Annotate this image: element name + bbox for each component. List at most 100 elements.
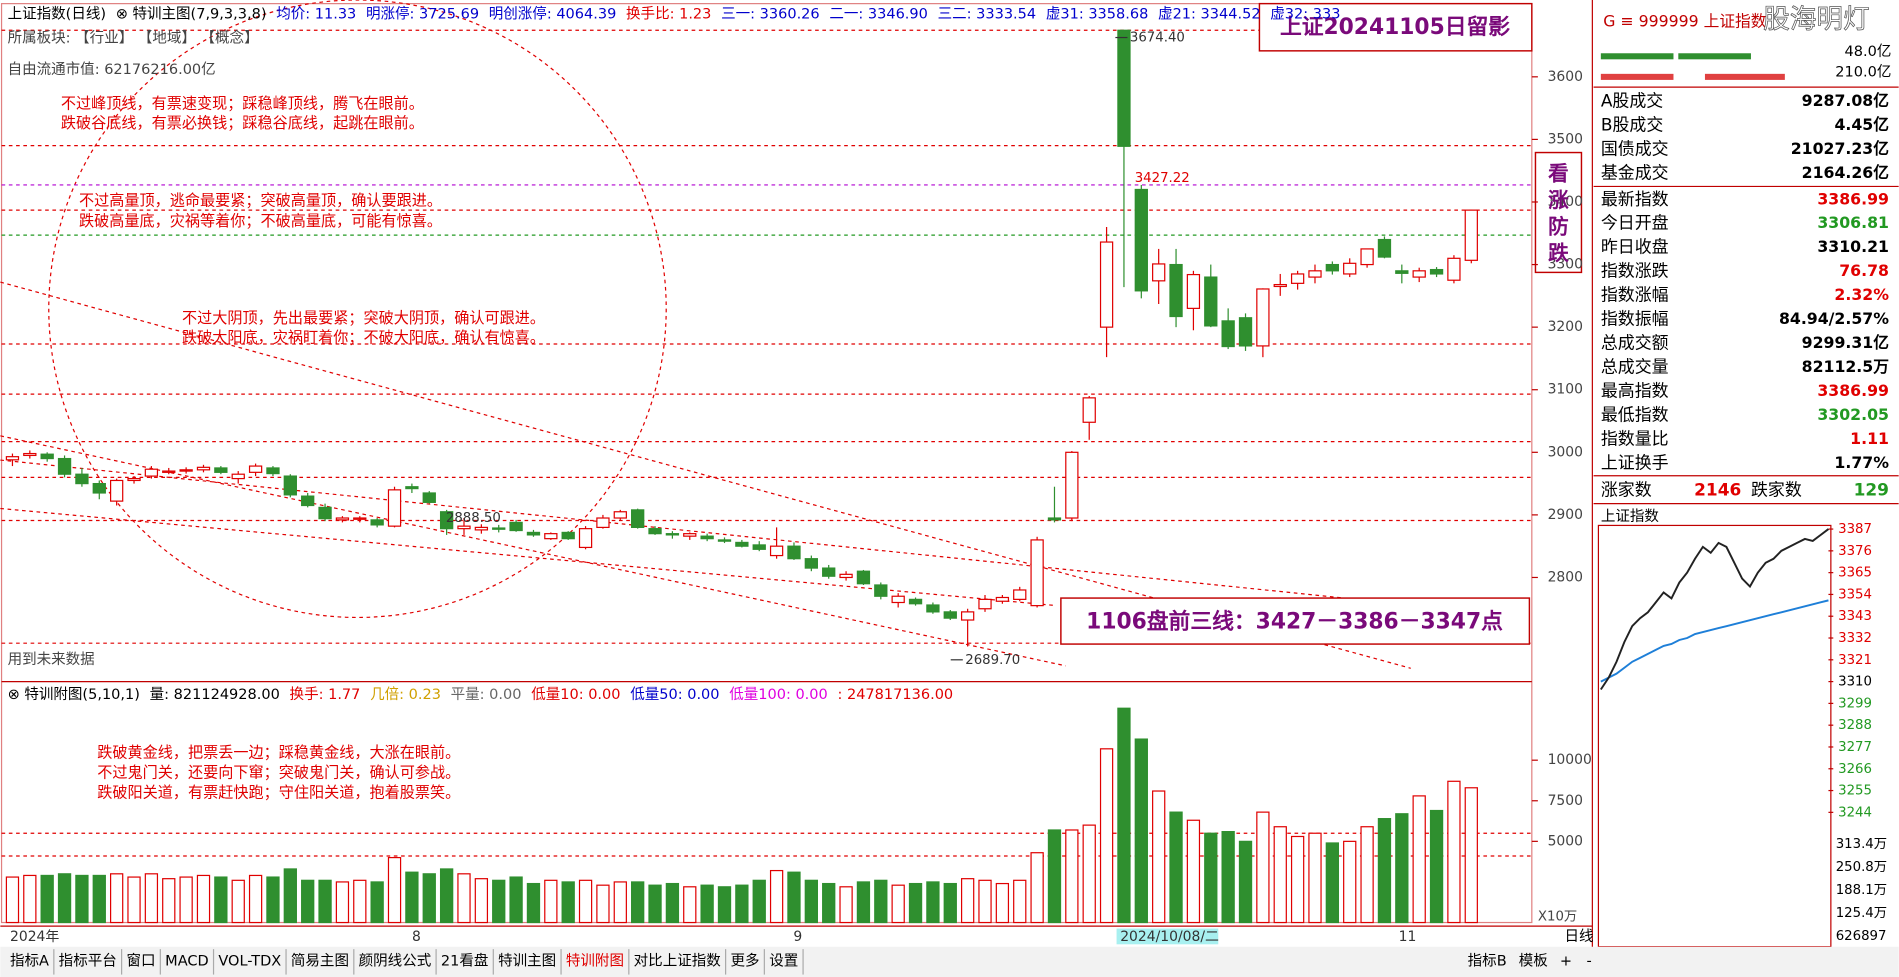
toolbar-tab[interactable]: 窗口: [126, 951, 155, 969]
header-item: 平量: 0.00: [451, 687, 522, 703]
stat-label: 今日开盘: [1601, 213, 1669, 233]
intraday-tick-label: 3332: [1838, 631, 1872, 646]
stat-label: 总成交额: [1601, 333, 1669, 353]
side-box: [1534, 151, 1583, 274]
stat-value: 3386.99: [1817, 189, 1889, 208]
volume-bar: [1169, 811, 1183, 924]
toolbar-tab[interactable]: 简易主图: [291, 952, 349, 969]
volume-bar: [613, 881, 627, 924]
candle-body: [1169, 263, 1183, 318]
stat-value: 84.94/2.57%: [1779, 309, 1889, 328]
candle-body: [75, 473, 89, 485]
header-item: 明涨停: 3725.69: [366, 6, 479, 23]
volume-bar: [1013, 879, 1027, 924]
volume-bar: [891, 884, 905, 924]
volume-bar: [92, 874, 106, 924]
note: 跌破黄金线，把票丢一边；踩稳黄金线，大涨在眼前。: [97, 744, 460, 762]
trend-line: [0, 435, 1066, 667]
candle-body: [1395, 270, 1409, 274]
candle-body: [1429, 268, 1444, 275]
note: 不过高量顶，逃命最要紧；突破高量顶，确认要跟进。: [79, 191, 442, 209]
candle-body: [162, 470, 176, 473]
side-box-char: 涨: [1548, 188, 1569, 212]
volume-bar: [335, 881, 350, 924]
header-item: 三二: 3333.54: [938, 7, 1037, 23]
candle-body: [1238, 317, 1253, 347]
toolbar-tab[interactable]: 特训附图: [566, 952, 624, 969]
volume-bar: [1429, 809, 1444, 924]
toolbar-tab[interactable]: -: [1587, 953, 1592, 969]
volume-bar: [1065, 829, 1079, 924]
toolbar-tab[interactable]: 特训主图: [498, 952, 556, 969]
period-label: 日线: [1565, 928, 1594, 945]
stat-value: 3302.05: [1817, 405, 1889, 424]
bar-graphic: [1704, 73, 1785, 80]
note: 跌破大阳底，灾祸盯着你；不破大阳底，确认有惊喜。: [182, 328, 545, 346]
toolbar-tab[interactable]: 指标B: [1468, 952, 1507, 969]
candle-body: [1290, 273, 1305, 284]
volume-bar: [457, 873, 471, 924]
header-item: ⊗ 特训主图(7,9,3,3,8): [116, 6, 267, 23]
date-label: 8: [412, 929, 421, 945]
stat-value: 3310.21: [1817, 237, 1889, 256]
toolbar-tab[interactable]: 颜阴线公式: [359, 952, 432, 969]
candle-body: [179, 469, 193, 472]
side-box-char: 看: [1548, 161, 1569, 185]
volume-bar: [196, 874, 211, 924]
toolbar-tab[interactable]: +: [1560, 953, 1572, 969]
toolbar-tab[interactable]: MACD: [165, 953, 209, 969]
toolbar-tab[interactable]: 对比上证指数: [634, 952, 722, 969]
volume-bar: [162, 878, 176, 924]
toolbar-tab[interactable]: 指标平台: [59, 952, 117, 969]
toolbar-tab[interactable]: VOL-TDX: [218, 953, 281, 969]
stat-label: 最高指数: [1601, 381, 1669, 401]
volume-bar: [422, 873, 436, 924]
volume-bar: [1099, 748, 1114, 924]
main-frame: [0, 3, 1533, 924]
toolbar-tab[interactable]: 模板: [1519, 951, 1549, 969]
intraday-tick-label: 3288: [1838, 718, 1872, 733]
header-item: ⊗ 特训附图(5,10,1): [8, 686, 140, 703]
date-label: 9: [793, 929, 802, 945]
candle-body: [1082, 397, 1096, 423]
y-tick-label: 3100: [1548, 382, 1583, 398]
volume-bar: [578, 879, 593, 924]
intraday-tick-label: 3321: [1838, 653, 1872, 668]
volume-bar: [943, 882, 957, 924]
candle-body: [1360, 248, 1374, 266]
toolbar-tab[interactable]: 更多: [730, 952, 759, 969]
stat-value: 2164.26亿: [1802, 163, 1890, 182]
volume-bar: [561, 881, 575, 924]
intraday-tick-label: 3266: [1838, 762, 1872, 777]
candle-body: [683, 533, 697, 537]
candle-body: [5, 456, 20, 461]
candle-body: [92, 482, 106, 494]
volume-bar: [700, 884, 714, 924]
header-item: 低量50: 0.00: [630, 686, 719, 703]
stat-label: 指数振幅: [1601, 309, 1669, 329]
candle-body: [631, 509, 645, 529]
y-tick-label: 3200: [1548, 319, 1583, 335]
toolbar-tab[interactable]: 21看盘: [441, 951, 489, 969]
volume-bar: [822, 882, 836, 924]
candle-body: [1412, 270, 1426, 278]
breadth-up-label: 涨家数: [1601, 479, 1652, 499]
volume-bar: [1152, 790, 1166, 924]
toolbar-tab[interactable]: 指标A: [10, 952, 49, 969]
volume-bar: [596, 884, 610, 924]
candle-body: [370, 519, 384, 526]
candle-body: [1152, 263, 1166, 282]
price-label: 2689.70: [965, 653, 1020, 668]
volume-bar: [648, 884, 662, 924]
intraday-tick-label: 3376: [1838, 544, 1872, 559]
bar-graphic: [1600, 73, 1674, 80]
candle-body: [109, 479, 124, 502]
candle-body: [1204, 276, 1218, 327]
candle-body: [943, 611, 957, 619]
volume-bar: [839, 886, 853, 924]
toolbar-tab[interactable]: 设置: [769, 952, 798, 969]
header-item: 低量100: 0.00: [729, 686, 828, 703]
volume-bar: [735, 884, 749, 924]
candle-body: [1325, 263, 1340, 272]
